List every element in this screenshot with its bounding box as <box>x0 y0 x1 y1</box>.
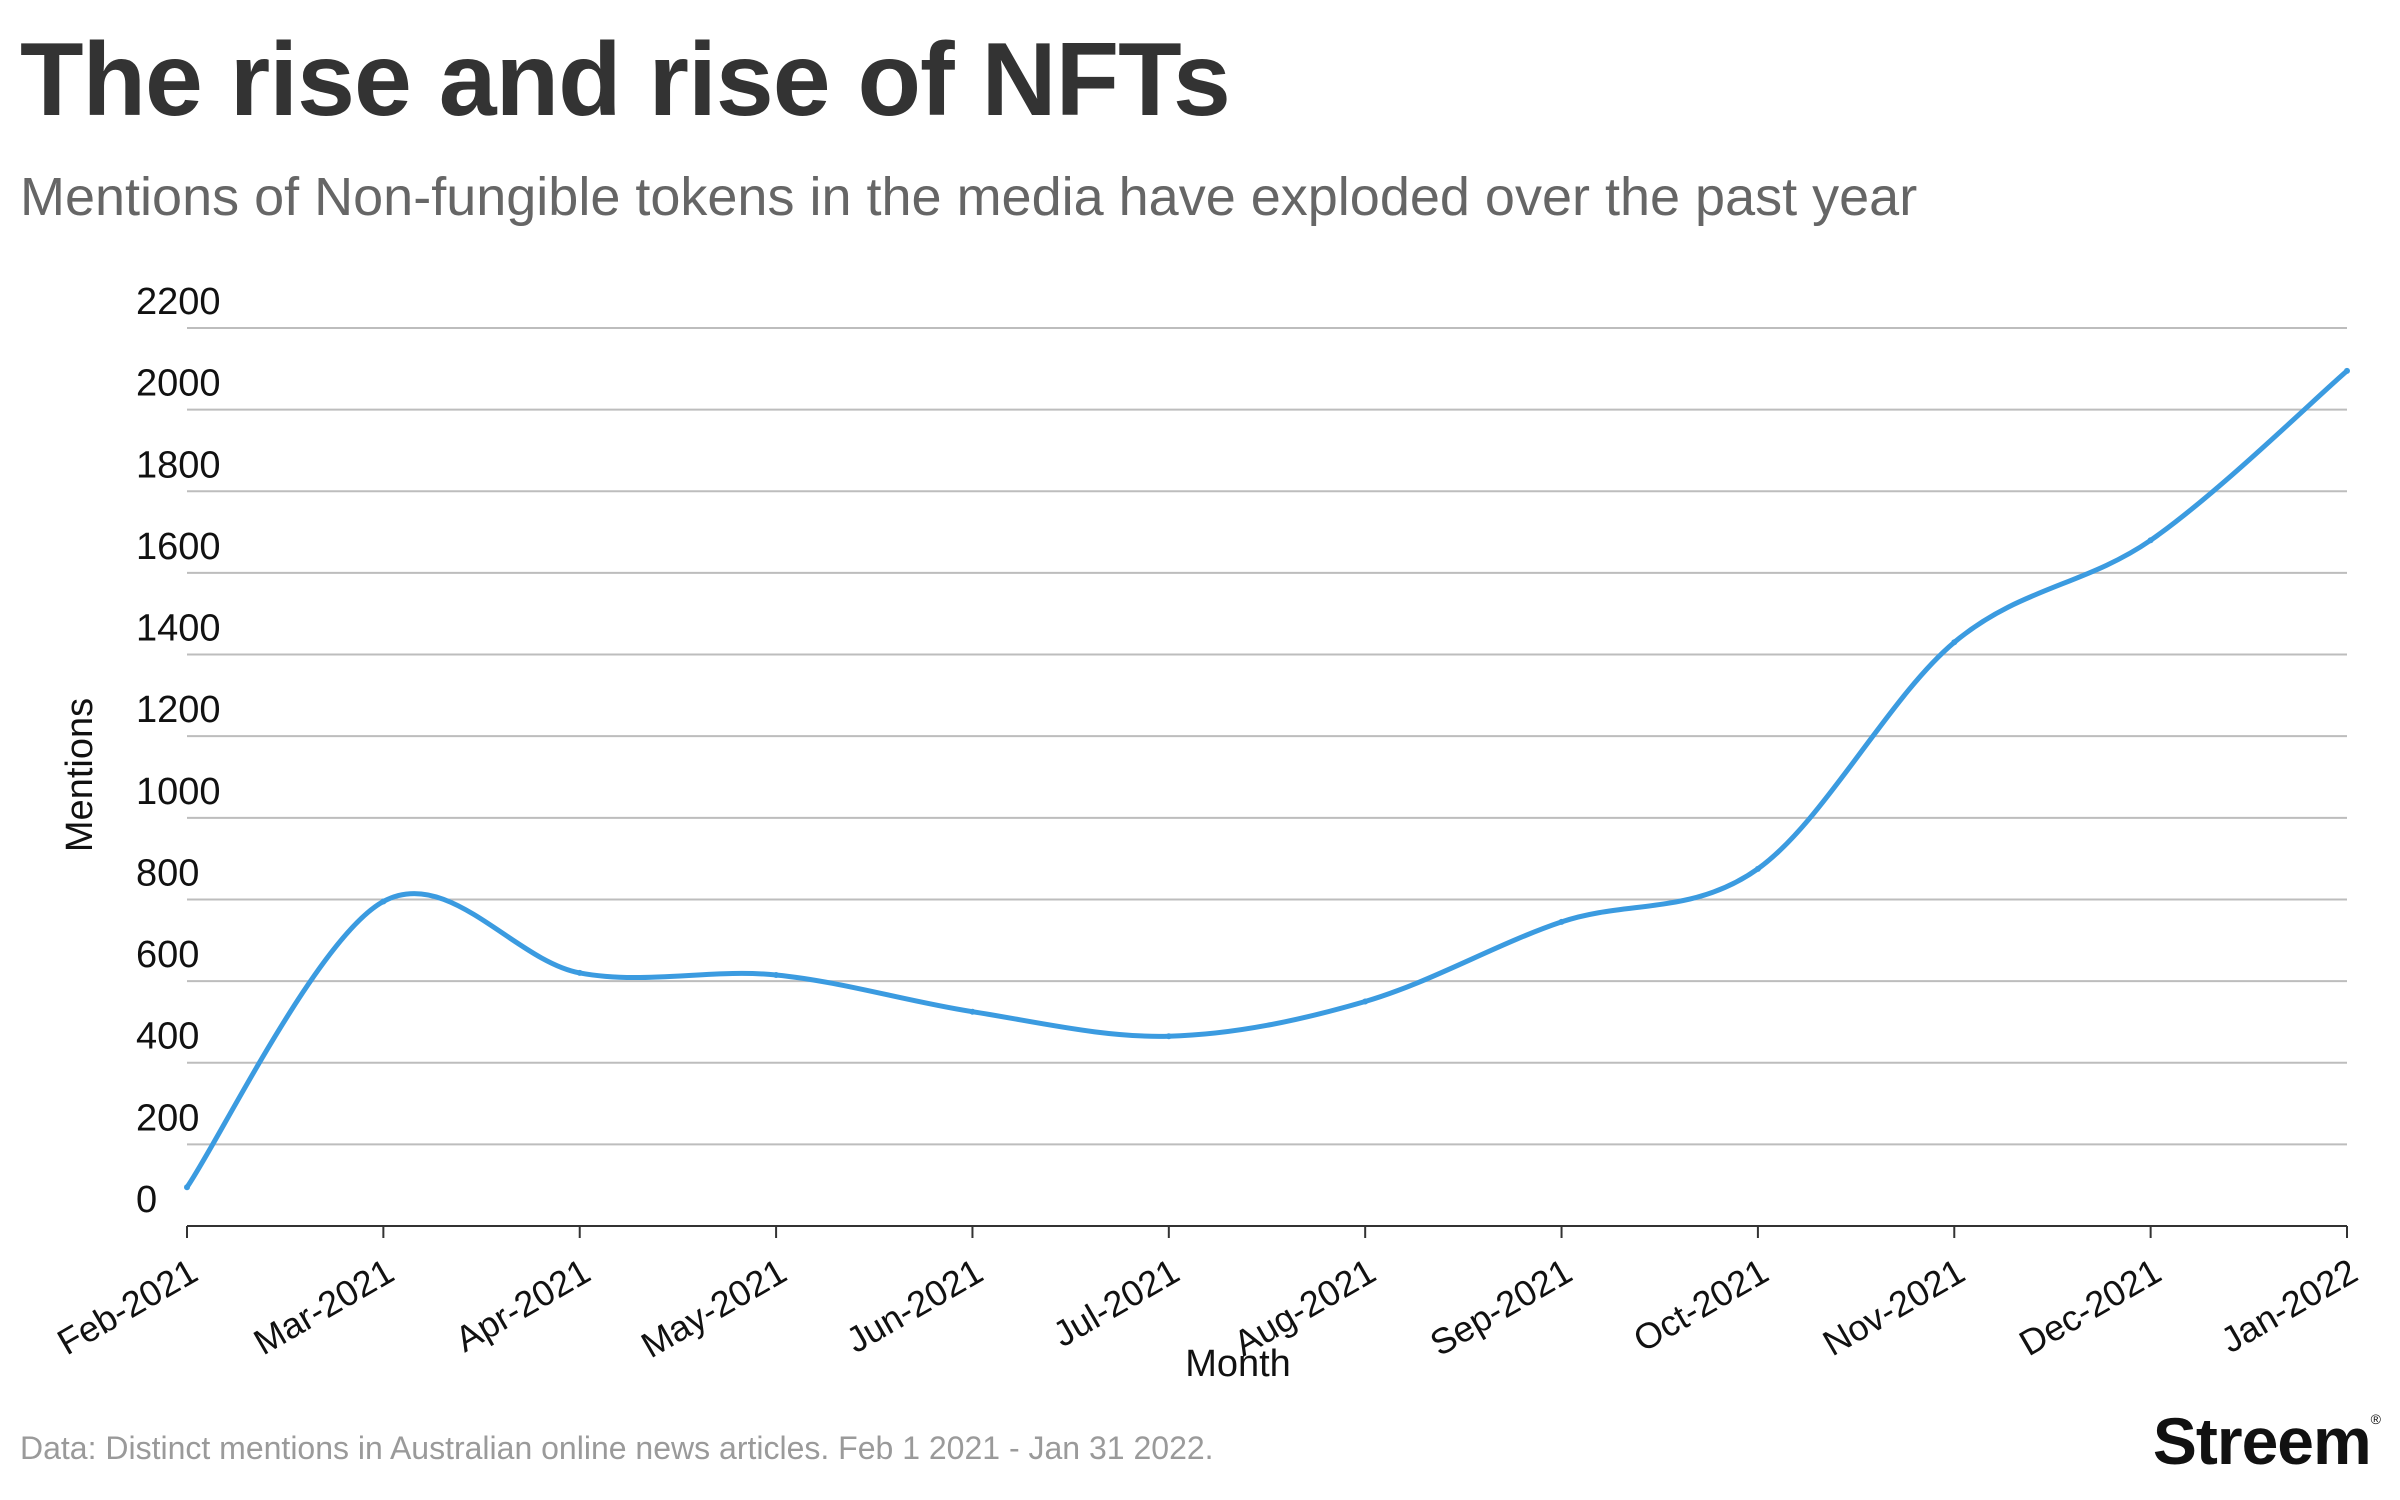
source-note: Data: Distinct mentions in Australian on… <box>20 1430 1214 1466</box>
chart-title: The rise and rise of NFTs <box>20 22 1231 138</box>
data-point <box>1165 1033 1172 1040</box>
y-tick-label: 800 <box>136 852 199 894</box>
x-tick-label: Nov-2021 <box>1816 1250 1972 1364</box>
y-tick-label: 600 <box>136 934 199 976</box>
x-tick-label: May-2021 <box>634 1250 793 1366</box>
chart-subtitle: Mentions of Non-fungible tokens in the m… <box>20 167 1918 227</box>
data-point <box>969 1008 976 1015</box>
data-point <box>2147 537 2154 544</box>
y-tick-label: 1400 <box>136 608 221 650</box>
grid-lines <box>187 327 2347 1146</box>
y-tick-label: 1600 <box>136 526 221 568</box>
y-tick-label: 400 <box>136 1016 199 1058</box>
series-line <box>184 368 2350 1190</box>
y-tick-label: 1000 <box>136 771 221 813</box>
x-axis-label: Month <box>1185 1343 1291 1385</box>
x-tick-label: Jul-2021 <box>1046 1250 1186 1355</box>
data-point <box>576 969 583 976</box>
x-tick-label: Dec-2021 <box>2012 1250 2168 1364</box>
x-tick-label: Mar-2021 <box>247 1250 401 1363</box>
x-tick-label: Sep-2021 <box>1423 1250 1579 1364</box>
y-tick-label: 2000 <box>136 363 221 405</box>
y-tick-label: 1200 <box>136 689 221 731</box>
data-point <box>773 971 780 978</box>
y-tick-label: 0 <box>136 1179 157 1221</box>
streem-logo: Streem® <box>2152 1404 2381 1478</box>
data-point <box>2344 367 2350 374</box>
y-tick-label: 200 <box>136 1097 199 1139</box>
y-tick-label: 2200 <box>136 281 221 323</box>
data-point <box>1362 998 1369 1005</box>
data-point <box>380 898 387 905</box>
x-tick-label: Jun-2021 <box>839 1250 990 1361</box>
series-layer <box>184 367 2350 1191</box>
y-axis-label: Mentions <box>59 698 101 852</box>
data-point <box>1754 865 1761 872</box>
x-tick-label: Feb-2021 <box>50 1250 204 1363</box>
data-point <box>1558 918 1565 925</box>
y-tick-label: 1800 <box>136 444 221 486</box>
y-axis-ticks: 0 200 400 600 800 1000 1200 1400 1600 1800 2000 220… <box>136 281 221 1221</box>
x-tick-label: Apr-2021 <box>448 1250 597 1360</box>
data-point <box>1951 639 1958 646</box>
x-tick-label: Jan-2022 <box>2214 1250 2365 1361</box>
x-tick-label: Oct-2021 <box>1626 1250 1775 1360</box>
data-point <box>184 1184 190 1191</box>
